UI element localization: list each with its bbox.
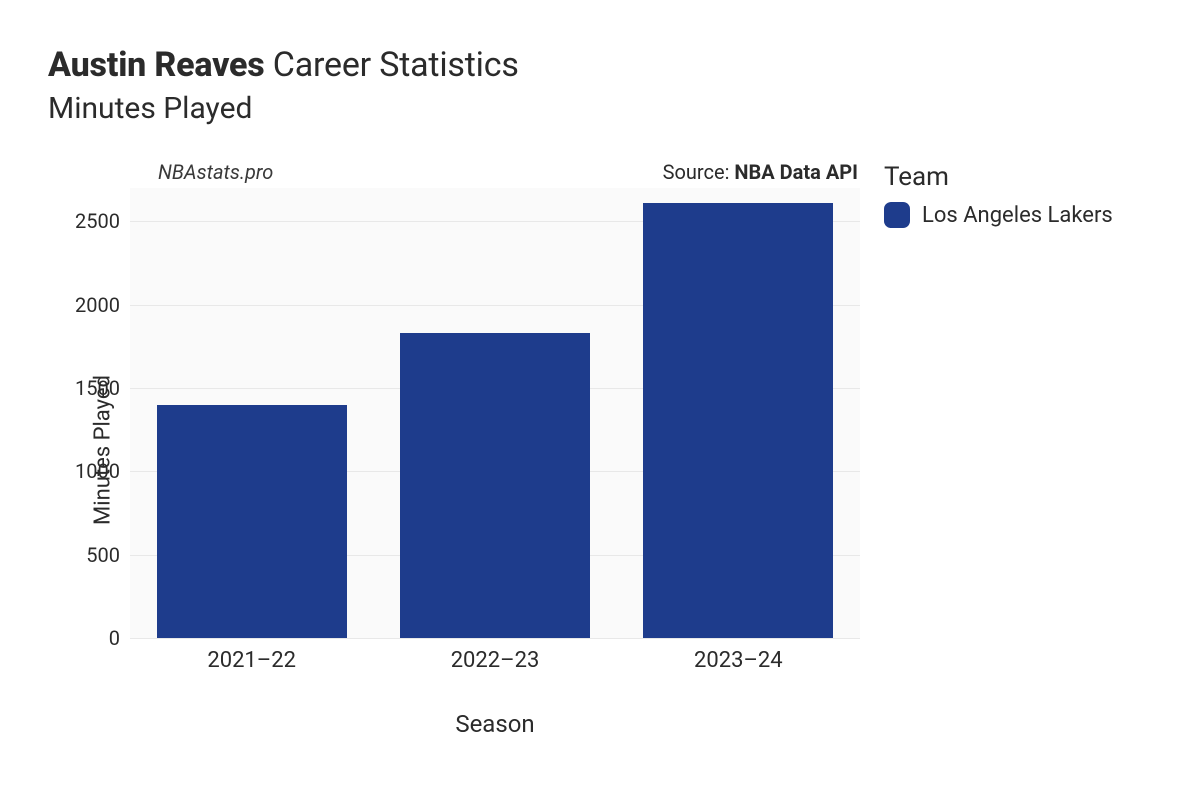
y-tick-label: 1500 xyxy=(75,376,120,400)
legend-title: Team xyxy=(884,162,1113,192)
title-block: Austin Reaves Career Statistics Minutes … xyxy=(48,44,1152,126)
chart-container: Austin Reaves Career Statistics Minutes … xyxy=(0,0,1200,800)
x-tick-label: 2021–22 xyxy=(207,648,296,673)
y-tick-label: 0 xyxy=(109,626,120,650)
y-tick-label: 1000 xyxy=(75,459,120,483)
bar xyxy=(157,405,347,638)
legend-item: Los Angeles Lakers xyxy=(884,202,1113,228)
plot-area: 050010001500200025002021–222022–232023–2… xyxy=(130,188,860,638)
title-player-name: Austin Reaves xyxy=(48,45,265,85)
legend-label: Los Angeles Lakers xyxy=(922,203,1113,228)
chart-title: Austin Reaves Career Statistics xyxy=(48,44,1152,87)
y-tick-label: 2000 xyxy=(75,293,120,317)
x-tick-label: 2023–24 xyxy=(694,648,783,673)
x-tick-label: 2022–23 xyxy=(451,648,540,673)
bar xyxy=(643,203,833,638)
legend-swatch xyxy=(884,202,910,228)
bar xyxy=(400,333,590,638)
y-tick-label: 2500 xyxy=(75,209,120,233)
gridline xyxy=(130,638,860,639)
y-tick-label: 500 xyxy=(86,543,120,567)
title-suffix: Career Statistics xyxy=(265,45,519,85)
x-axis-title: Season xyxy=(130,710,860,738)
legend: Team Los Angeles Lakers xyxy=(884,162,1113,228)
chart-area: Minutes Played 050010001500200025002021–… xyxy=(72,170,1152,730)
chart-subtitle: Minutes Played xyxy=(48,91,1152,126)
